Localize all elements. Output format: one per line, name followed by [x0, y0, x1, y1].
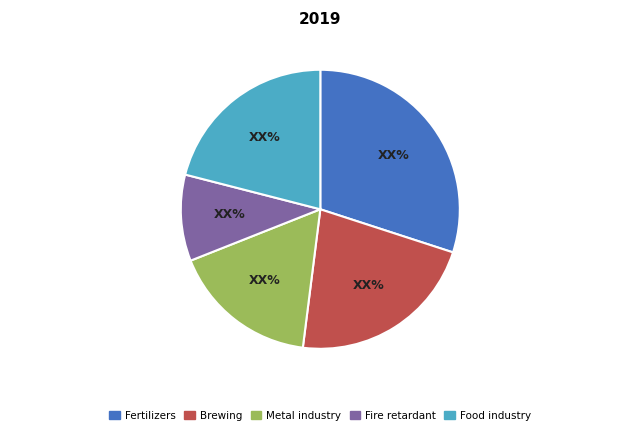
Wedge shape — [320, 70, 460, 252]
Legend: Fertilizers, Brewing, Metal industry, Fire retardant, Food industry: Fertilizers, Brewing, Metal industry, Fi… — [106, 408, 534, 424]
Wedge shape — [303, 209, 453, 349]
Title: 2019: 2019 — [299, 12, 341, 27]
Wedge shape — [191, 209, 321, 347]
Wedge shape — [181, 174, 321, 261]
Text: XX%: XX% — [249, 131, 281, 144]
Text: XX%: XX% — [214, 208, 246, 221]
Text: XX%: XX% — [353, 279, 385, 293]
Wedge shape — [185, 70, 321, 209]
Text: XX%: XX% — [378, 150, 409, 163]
Text: XX%: XX% — [249, 274, 281, 287]
